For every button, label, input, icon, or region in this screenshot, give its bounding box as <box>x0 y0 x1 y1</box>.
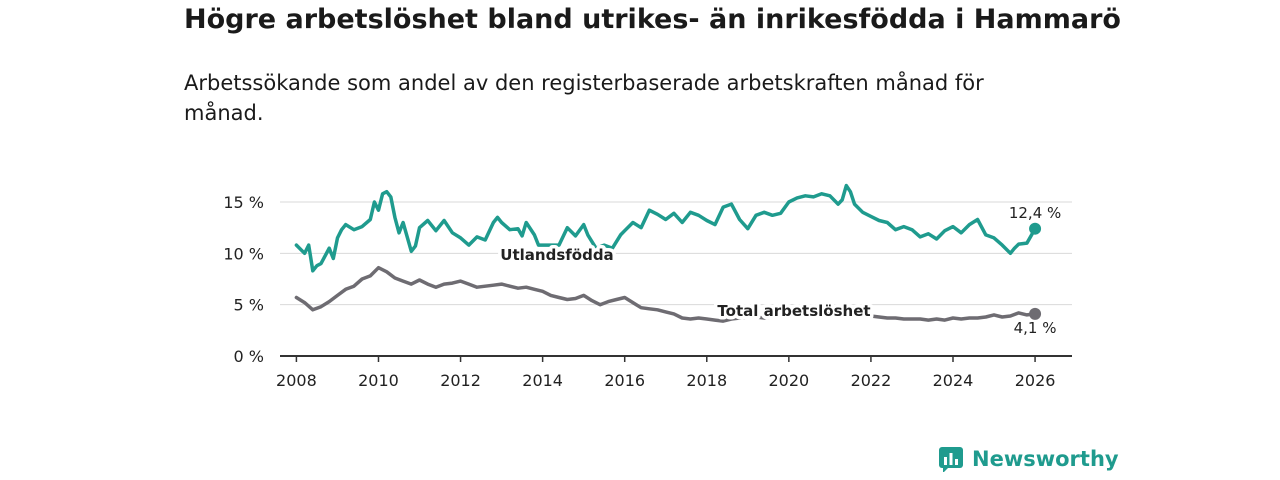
y-tick-label: 15 % <box>223 193 264 212</box>
y-tick-label: 0 % <box>234 347 264 366</box>
chart-subtitle: Arbetssökande som andel av den registerb… <box>184 71 984 125</box>
series-line-total <box>294 265 1037 323</box>
chart-title: Högre arbetslöshet bland utrikes- än inr… <box>184 4 1121 35</box>
series-line-foreign <box>294 183 1037 273</box>
x-tick-label: 2022 <box>851 371 892 390</box>
end-label-foreign: 12,4 % <box>1009 204 1061 222</box>
x-tick-label: 2014 <box>522 371 563 390</box>
x-tick-label: 2018 <box>686 371 727 390</box>
newsworthy-brand: Newsworthy <box>938 446 1119 472</box>
x-tick-label: 2026 <box>1015 371 1056 390</box>
end-label-total: 4,1 % <box>1014 319 1057 337</box>
x-tick-label: 2010 <box>358 371 399 390</box>
x-tick-label: 2016 <box>604 371 645 390</box>
brand-name: Newsworthy <box>972 447 1119 471</box>
series-label-total: Total arbetslöshet <box>717 302 870 320</box>
x-tick-label: 2012 <box>440 371 481 390</box>
y-tick-label: 5 % <box>234 296 264 315</box>
x-tick-label: 2020 <box>768 371 809 390</box>
series-endpoint-foreign <box>1029 222 1042 235</box>
series-endpoint-total <box>1029 307 1042 320</box>
y-tick-label: 10 % <box>223 244 264 263</box>
x-tick-label: 2024 <box>933 371 974 390</box>
series-label-foreign: Utlandsfödda <box>500 246 613 264</box>
newsworthy-logo-icon <box>939 447 963 472</box>
x-tick-label: 2008 <box>276 371 317 390</box>
